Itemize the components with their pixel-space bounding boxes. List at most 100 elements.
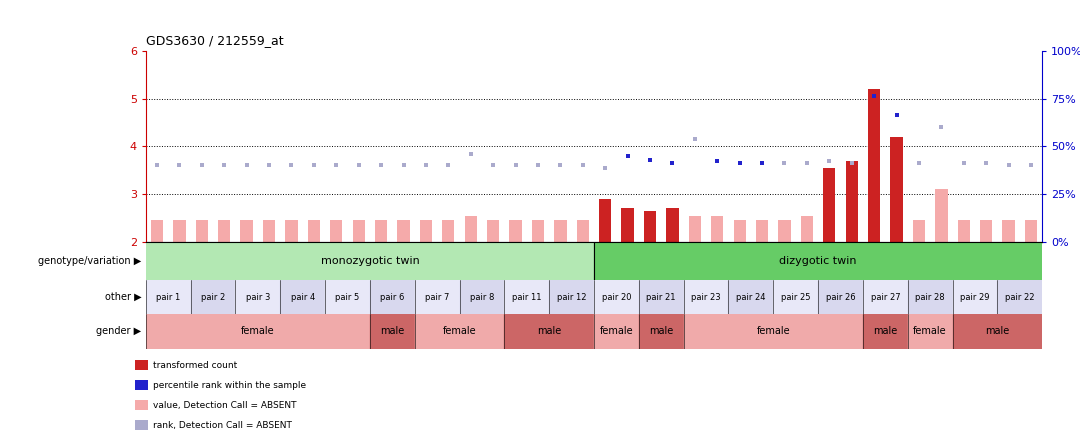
Bar xyxy=(308,220,320,242)
Bar xyxy=(908,314,953,349)
Text: male: male xyxy=(380,326,404,337)
Point xyxy=(798,159,815,166)
Bar xyxy=(594,314,639,349)
Point xyxy=(327,162,345,169)
Bar xyxy=(756,220,768,242)
Text: pair 3: pair 3 xyxy=(245,293,270,301)
Point xyxy=(507,162,524,169)
Bar xyxy=(531,220,544,242)
Bar xyxy=(935,189,947,242)
Bar xyxy=(773,280,819,314)
Text: pair 23: pair 23 xyxy=(691,293,720,301)
Point xyxy=(373,162,390,169)
Bar xyxy=(504,280,550,314)
Text: pair 20: pair 20 xyxy=(602,293,631,301)
Text: genotype/variation ▶: genotype/variation ▶ xyxy=(38,256,141,266)
Bar xyxy=(415,314,504,349)
Bar xyxy=(1025,220,1037,242)
Bar xyxy=(863,314,908,349)
Point xyxy=(306,162,323,169)
Point xyxy=(775,159,793,166)
Point xyxy=(1023,162,1040,169)
Bar xyxy=(262,220,275,242)
Text: gender ▶: gender ▶ xyxy=(96,326,141,337)
Text: pair 2: pair 2 xyxy=(201,293,225,301)
Bar xyxy=(689,215,701,242)
Bar xyxy=(594,280,639,314)
Bar xyxy=(639,280,684,314)
Bar xyxy=(146,280,191,314)
Text: pair 5: pair 5 xyxy=(336,293,360,301)
Bar xyxy=(779,220,791,242)
Bar xyxy=(729,280,773,314)
Point xyxy=(888,112,905,119)
Bar xyxy=(819,280,863,314)
Point xyxy=(238,162,255,169)
Bar xyxy=(460,280,504,314)
Text: pair 28: pair 28 xyxy=(916,293,945,301)
Text: female: female xyxy=(599,326,633,337)
Bar xyxy=(599,199,611,242)
Bar xyxy=(800,215,813,242)
Bar xyxy=(684,314,863,349)
Bar xyxy=(325,280,369,314)
Point xyxy=(417,162,434,169)
Bar xyxy=(173,220,186,242)
Point xyxy=(977,159,995,166)
Bar xyxy=(146,242,594,280)
Text: pair 26: pair 26 xyxy=(826,293,855,301)
Point xyxy=(462,150,480,157)
Bar xyxy=(958,220,970,242)
Point xyxy=(708,157,726,164)
Bar xyxy=(550,280,594,314)
Text: pair 22: pair 22 xyxy=(1005,293,1035,301)
Bar xyxy=(442,220,455,242)
Point xyxy=(754,159,771,166)
Bar xyxy=(577,220,589,242)
Bar xyxy=(594,242,1042,280)
Bar xyxy=(370,280,415,314)
Text: pair 12: pair 12 xyxy=(557,293,586,301)
Text: pair 7: pair 7 xyxy=(424,293,449,301)
Point xyxy=(350,162,367,169)
Text: percentile rank within the sample: percentile rank within the sample xyxy=(153,381,307,390)
Bar xyxy=(146,314,369,349)
Point xyxy=(955,159,972,166)
Bar xyxy=(684,280,729,314)
Point xyxy=(821,157,838,164)
Bar xyxy=(191,280,235,314)
Bar xyxy=(241,220,253,242)
Point xyxy=(552,162,569,169)
Text: male: male xyxy=(537,326,562,337)
Bar xyxy=(420,220,432,242)
Point xyxy=(485,162,502,169)
Point xyxy=(529,162,546,169)
Bar xyxy=(908,280,953,314)
Bar xyxy=(644,211,657,242)
Bar xyxy=(868,89,880,242)
Bar xyxy=(953,280,998,314)
Bar xyxy=(281,280,325,314)
Text: pair 1: pair 1 xyxy=(157,293,180,301)
Bar xyxy=(285,220,298,242)
Text: male: male xyxy=(649,326,673,337)
Point xyxy=(731,159,748,166)
Bar xyxy=(397,220,409,242)
Point xyxy=(283,162,300,169)
Text: transformed count: transformed count xyxy=(153,361,238,370)
Text: female: female xyxy=(443,326,476,337)
Text: rank, Detection Call = ABSENT: rank, Detection Call = ABSENT xyxy=(153,421,293,430)
Text: pair 27: pair 27 xyxy=(870,293,900,301)
Point xyxy=(193,162,211,169)
Text: pair 11: pair 11 xyxy=(512,293,541,301)
Text: female: female xyxy=(914,326,947,337)
Bar xyxy=(890,137,903,242)
Point xyxy=(865,93,882,100)
Text: pair 29: pair 29 xyxy=(960,293,989,301)
Point xyxy=(933,124,950,131)
Text: pair 4: pair 4 xyxy=(291,293,314,301)
Bar xyxy=(639,314,684,349)
Text: female: female xyxy=(756,326,791,337)
Point xyxy=(440,162,457,169)
Point xyxy=(910,159,928,166)
